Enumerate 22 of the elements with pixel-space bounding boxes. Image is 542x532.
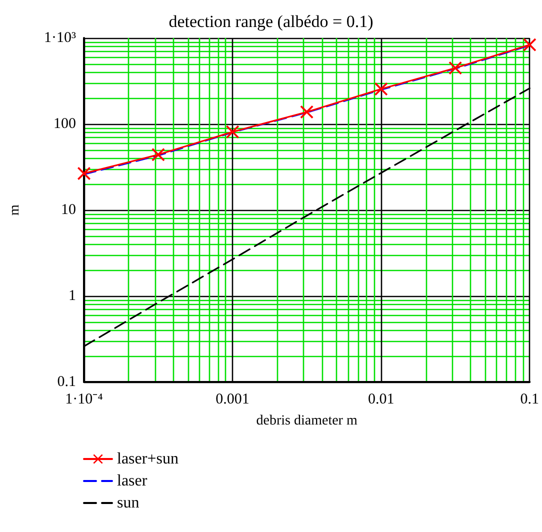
point bbox=[374, 82, 388, 96]
legend-label: laser bbox=[117, 472, 148, 490]
point bbox=[523, 38, 536, 52]
y-tick-label: 100 bbox=[54, 116, 76, 132]
point bbox=[448, 61, 462, 74]
legend-label: laser+sun bbox=[117, 450, 178, 468]
y-tick-label: 1·10³ bbox=[44, 30, 76, 46]
x-tick-label: 0.01 bbox=[368, 392, 394, 408]
y-tick-label: 10 bbox=[61, 202, 76, 218]
point bbox=[226, 125, 240, 138]
legend-label: sun bbox=[117, 494, 140, 512]
x-axis-title: debris diameter m bbox=[256, 414, 358, 428]
x-tick-label: 0.1 bbox=[520, 392, 539, 408]
point bbox=[78, 166, 90, 180]
point bbox=[152, 148, 165, 162]
x-tick-label: 0.001 bbox=[216, 392, 250, 408]
y-tick-label: 1 bbox=[68, 288, 76, 304]
point bbox=[300, 105, 314, 118]
y-tick-label: 0.1 bbox=[57, 374, 76, 390]
x-tick-label: 1·10⁻⁴ bbox=[65, 392, 103, 408]
y-axis-title: m bbox=[8, 204, 22, 216]
chart-title: detection range (albédo = 0.1) bbox=[168, 12, 374, 31]
